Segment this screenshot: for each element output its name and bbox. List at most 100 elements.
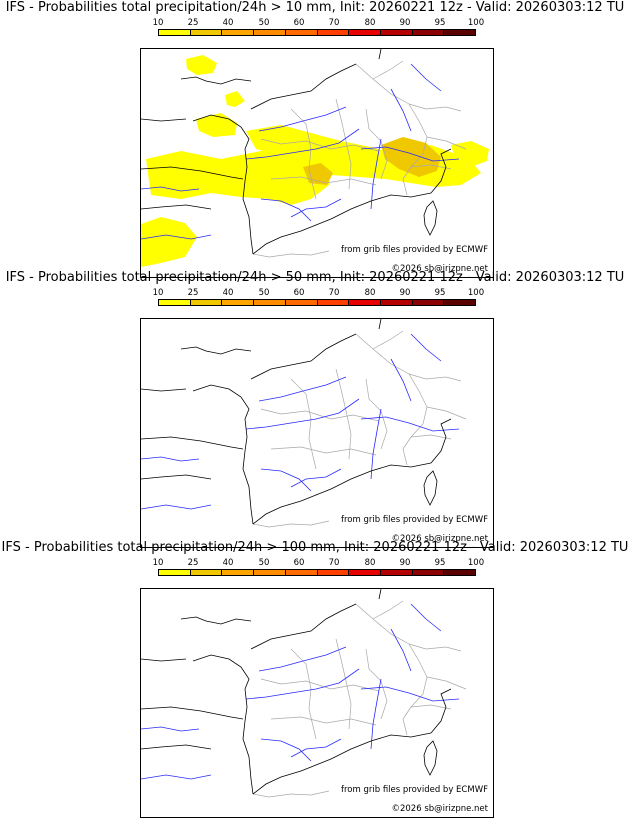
panel-title: IFS - Probabilities total precipitation/…	[5, 0, 625, 15]
scale-tick: 70	[328, 558, 340, 568]
map-panel-50mm: IFS - Probabilities total precipitation/…	[0, 270, 630, 548]
river	[260, 198, 312, 222]
copyright-credit: ©2026 sb@irizpne.net	[391, 534, 488, 544]
river	[260, 738, 312, 762]
scale-tick: 90	[399, 558, 411, 568]
coastline	[141, 474, 212, 480]
scale-swatch	[254, 570, 286, 575]
river	[410, 333, 442, 362]
river	[290, 738, 342, 758]
scale-swatches	[158, 299, 476, 306]
scale-tick: 40	[222, 288, 234, 298]
scale-tick: 50	[258, 558, 270, 568]
scale-tick: 80	[364, 288, 376, 298]
coastline	[141, 658, 187, 662]
admin-boundary	[355, 63, 428, 196]
river	[360, 146, 460, 162]
admin-boundary	[426, 406, 467, 420]
coastline	[180, 346, 252, 355]
river	[245, 668, 360, 700]
scale-tick: 60	[293, 288, 305, 298]
scale-swatch	[380, 300, 413, 305]
river	[141, 186, 200, 192]
scale-swatches	[158, 29, 476, 36]
scale-swatch	[317, 300, 350, 305]
scale-tick: 100	[467, 288, 485, 298]
scale-tick: 100	[467, 558, 485, 568]
scale-tick: 80	[364, 18, 376, 28]
admin-boundary	[372, 60, 404, 80]
scale-tick: 40	[222, 558, 234, 568]
coastline	[430, 148, 452, 194]
river	[245, 128, 360, 160]
scale-tick: 10	[152, 558, 164, 568]
scale-tick: 95	[434, 558, 446, 568]
coastline	[378, 319, 382, 330]
coastline	[242, 688, 254, 795]
scale-swatch	[159, 30, 191, 35]
scale-swatch	[412, 570, 445, 575]
scale-tick: 70	[328, 288, 340, 298]
scale-swatch	[190, 570, 223, 575]
map-canvas	[141, 49, 489, 267]
precip-probability-area	[451, 141, 489, 167]
color-scale: 10 25 40 50 60 70 80 90 95 100	[153, 288, 484, 308]
admin-boundary	[270, 176, 377, 186]
coastline	[430, 688, 452, 734]
scale-tick: 90	[399, 288, 411, 298]
corsica-coastline	[423, 470, 438, 506]
admin-boundary	[372, 330, 404, 350]
admin-boundary	[410, 704, 452, 710]
admin-boundary	[365, 648, 388, 720]
river	[141, 456, 200, 462]
river	[141, 504, 212, 510]
river	[290, 468, 342, 488]
admin-boundary	[408, 103, 462, 112]
scale-tick: 95	[434, 288, 446, 298]
admin-boundary	[365, 378, 388, 450]
scale-swatch	[285, 30, 318, 35]
river	[141, 726, 200, 732]
copyright-credit: ©2026 sb@irizpne.net	[391, 804, 488, 814]
coastline	[330, 462, 432, 490]
admin-boundary	[270, 716, 377, 726]
map-frame: from grib files provided by ECMWF ©2026 …	[140, 318, 494, 548]
admin-boundary	[335, 98, 352, 190]
scale-swatch	[285, 300, 318, 305]
river	[370, 138, 382, 210]
scale-tick: 80	[364, 558, 376, 568]
scale-swatch	[444, 300, 476, 305]
river	[141, 774, 212, 780]
scale-tick: 60	[293, 18, 305, 28]
scale-tick: 25	[187, 18, 199, 28]
coastline	[378, 49, 382, 60]
admin-boundary	[260, 678, 380, 692]
scale-swatch	[159, 570, 191, 575]
river	[390, 88, 412, 132]
coastline	[250, 603, 357, 650]
scale-swatch	[380, 30, 413, 35]
river	[360, 686, 460, 702]
coastline	[141, 388, 187, 392]
scale-swatch	[254, 300, 286, 305]
river	[141, 234, 212, 240]
scale-tick: 25	[187, 558, 199, 568]
coastline	[141, 744, 212, 750]
scale-swatches	[158, 569, 476, 576]
scale-swatch	[285, 570, 318, 575]
coastline	[192, 654, 250, 690]
river	[360, 416, 460, 432]
precip-probability-area	[146, 147, 331, 205]
admin-boundary	[290, 108, 317, 200]
scale-tick: 50	[258, 18, 270, 28]
coastline	[192, 114, 250, 150]
corsica-coastline	[423, 740, 438, 776]
admin-boundary	[408, 373, 462, 382]
river	[390, 628, 412, 672]
admin-boundary	[335, 368, 352, 460]
scale-tick: 10	[152, 288, 164, 298]
source-credit: from grib files provided by ECMWF	[341, 515, 488, 525]
admin-boundary	[252, 790, 330, 798]
coastline	[180, 616, 252, 625]
admin-boundary	[355, 603, 428, 736]
